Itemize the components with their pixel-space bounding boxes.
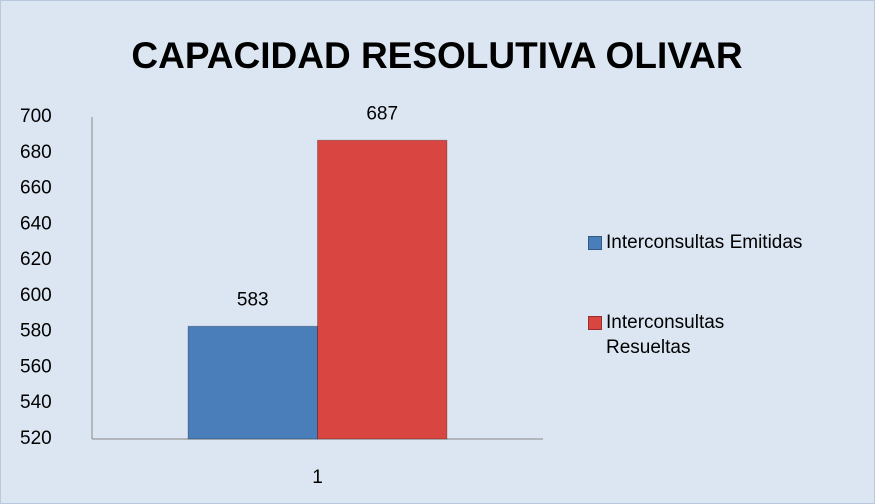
data-label: 687 bbox=[366, 103, 398, 124]
y-tick-label: 560 bbox=[20, 356, 52, 377]
legend-swatch bbox=[588, 236, 602, 250]
legend-swatch bbox=[588, 316, 602, 330]
chart-title: CAPACIDAD RESOLUTIVA OLIVAR bbox=[131, 35, 742, 76]
bar bbox=[317, 139, 448, 440]
legend-item: Interconsultas Resueltas bbox=[588, 310, 868, 360]
legend-item: Interconsultas Emitidas bbox=[588, 230, 868, 255]
data-label: 583 bbox=[237, 289, 269, 310]
bar bbox=[187, 325, 318, 440]
y-tick-label: 620 bbox=[20, 249, 52, 270]
y-tick-label: 600 bbox=[20, 285, 52, 306]
y-tick-label: 640 bbox=[20, 213, 52, 234]
y-tick-label: 540 bbox=[20, 392, 52, 413]
y-tick-label: 580 bbox=[20, 321, 52, 342]
y-tick-label: 520 bbox=[20, 428, 52, 449]
x-tick-label: 1 bbox=[312, 467, 323, 488]
y-tick-label: 680 bbox=[20, 142, 52, 163]
legend-label: Interconsultas Emitidas bbox=[606, 232, 803, 253]
legend-label: Interconsultas Resueltas bbox=[606, 312, 725, 358]
y-tick-label: 700 bbox=[20, 106, 52, 127]
y-tick-label: 660 bbox=[20, 178, 52, 199]
